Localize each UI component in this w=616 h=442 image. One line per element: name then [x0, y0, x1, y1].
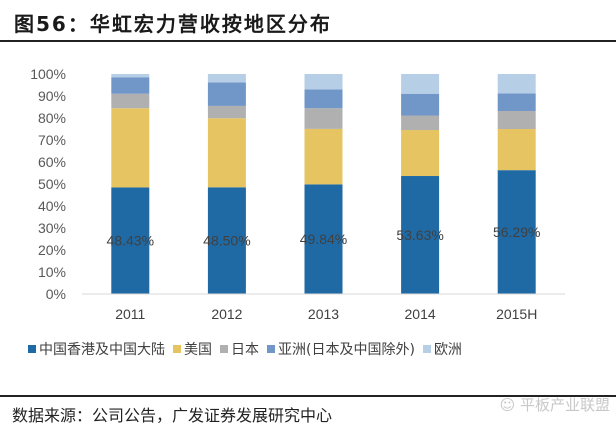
bar-segment [111, 74, 150, 78]
x-tick-label: 2015H [496, 306, 537, 322]
bottom-rule [0, 395, 616, 397]
bar-segment [401, 176, 440, 294]
x-axis: 2011 2012 2013 2014 2015H [115, 306, 537, 322]
y-tick-label: 40% [38, 198, 66, 214]
legend-item: 美国 [173, 339, 212, 359]
legend-item: 日本 [220, 339, 259, 359]
data-label: 48.50% [203, 233, 250, 249]
data-label: 56.29% [493, 224, 540, 240]
x-tick-label: 2011 [115, 306, 145, 322]
data-labels: 48.43% 48.50% 49.84% 53.63% 56.29% [107, 224, 541, 249]
watermark-text: 平板产业联盟 [519, 396, 610, 414]
y-tick-label: 90% [38, 88, 66, 104]
bar-segment [401, 115, 440, 131]
data-label: 49.84% [300, 231, 347, 247]
legend-swatch [267, 345, 275, 353]
bar-segment [207, 105, 246, 119]
bar-segment [497, 110, 536, 130]
bar-segment [304, 184, 343, 294]
bar-segment [304, 108, 343, 129]
bar-segment [111, 77, 150, 94]
x-tick-label: 2012 [211, 306, 242, 322]
bar-segment [207, 118, 246, 188]
y-tick-label: 80% [38, 110, 66, 126]
legend-item: 中国香港及中国大陆 [28, 339, 165, 359]
bar-segment [401, 74, 440, 94]
legend-label: 亚洲(日本及中国除外) [278, 342, 415, 358]
legend-item: 亚洲(日本及中国除外) [267, 339, 415, 359]
legend-swatch [173, 345, 181, 353]
y-tick-label: 50% [38, 176, 66, 192]
y-tick-label: 100% [30, 66, 66, 82]
legend-label: 日本 [231, 342, 259, 358]
y-tick-label: 10% [38, 264, 66, 280]
bar-segment [111, 93, 150, 109]
bar-segment [111, 187, 150, 294]
bar-segment [497, 93, 536, 111]
source-note: 数据来源：公司公告，广发证券发展研究中心 [12, 406, 333, 425]
legend-label: 欧洲 [433, 342, 462, 358]
bar-segment [207, 187, 246, 294]
legend-label: 中国香港及中国大陆 [39, 342, 165, 358]
y-tick-label: 60% [38, 154, 66, 170]
wechat-icon: ☺ [499, 396, 516, 414]
legend-swatch [28, 345, 36, 353]
bar-segment [304, 128, 343, 185]
legend-label: 美国 [184, 342, 212, 358]
bar-segment [497, 129, 536, 171]
watermark: ☺ 平板产业联盟 [500, 394, 610, 415]
data-label: 53.63% [396, 227, 443, 243]
bar-segment [304, 74, 343, 90]
legend-swatch [220, 345, 228, 353]
x-tick-label: 2013 [308, 306, 339, 322]
y-axis: 0% 10% 20% 30% 40% 50% 60% 70% 80% 90% 100% [30, 66, 66, 302]
bar-segment [497, 74, 536, 94]
figure-title: 图56：华虹宏力营收按地区分布 [14, 12, 332, 36]
legend: 中国香港及中国大陆 美国 日本 亚洲(日本及中国除外) 欧洲 [28, 339, 470, 359]
legend-swatch [422, 345, 431, 353]
bar-segment [497, 170, 536, 294]
y-tick-label: 20% [38, 242, 66, 258]
bar-segment [207, 74, 246, 83]
legend-item: 欧洲 [422, 339, 462, 359]
bar-segment [207, 82, 246, 106]
stacked-bar-chart: 0%10%20%30%40%50%60%70%80%90%100% 2011 20… [30, 66, 565, 322]
bar-segment [111, 108, 150, 188]
bar-segment [304, 89, 343, 109]
top-rule [0, 40, 616, 42]
bar-segment [401, 93, 440, 116]
y-tick-label: 30% [38, 220, 66, 236]
data-label: 48.43% [107, 233, 154, 249]
y-tick-label: 0% [46, 286, 66, 302]
bars [111, 74, 536, 294]
y-tick-label: 70% [38, 132, 66, 148]
x-tick-label: 2014 [405, 306, 436, 322]
bar-segment [401, 130, 440, 177]
